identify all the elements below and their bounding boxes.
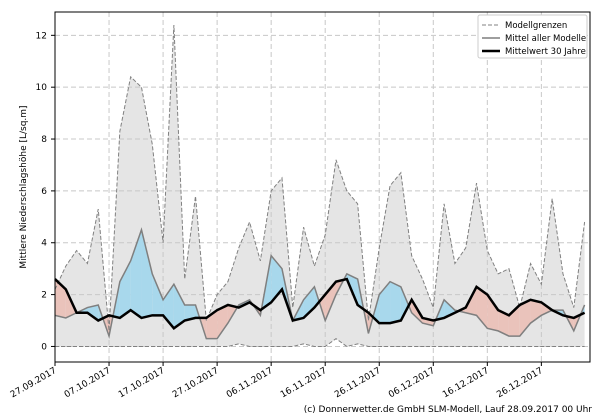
model-mean-line [54,227,586,340]
y-tick-label: 4 [41,239,47,249]
x-tick-label: 27.09.2017 [9,366,59,400]
above-normal-fill [130,229,142,318]
above-normal-fill [141,229,153,318]
legend-box [477,14,588,59]
y-axis-label: Mittlere Niederschlagshöhe [L/sq.m] [19,105,29,268]
x-tick-label: 26.12.2017 [495,366,545,400]
above-normal-fill [390,281,401,324]
y-tick-label: 6 [41,187,47,197]
x-tick-label: 17.10.2017 [117,366,167,400]
below-normal-fill [487,294,499,331]
above-normal-fill [152,273,164,316]
legend: Modellgrenzen Mittel aller Modelle Mittelw… [477,14,588,59]
plot-frame [54,11,591,363]
y-tick-label: 12 [36,31,47,41]
below-normal-fill [422,317,434,326]
above-normal-fill [87,304,99,321]
legend-label: Mittel aller Modelle [505,34,586,44]
model-envelope-area [55,24,585,347]
x-tick-label: 07.10.2017 [63,366,113,400]
below-normal-fill [498,310,509,337]
above-normal-fill [184,304,196,321]
above-normal-fill [303,286,315,318]
y-tick-label: 2 [41,291,47,301]
legend-label: Mittelwert 30 Jahre [505,47,586,57]
copyright-footer: (c) Donnerwetter.de GmbH SLM-Modell, Lau… [303,405,592,415]
x-tick-label: 16.11.2017 [279,366,329,400]
x-tick-label: 16.12.2017 [441,366,491,400]
above-normal-fill [400,286,409,321]
y-tick-label: 10 [36,83,48,93]
y-tick-label: 0 [41,342,47,352]
below-normal-fill [508,304,520,337]
x-tick-label: 27.10.2017 [171,366,221,400]
x-tick-label: 06.11.2017 [225,366,275,400]
upper-bound-line [54,24,586,331]
below-normal-fill [55,279,66,318]
y-tick-label: 8 [41,135,47,145]
below-normal-fill [217,304,228,339]
above-normal-fill [119,260,131,318]
x-tick-label: 06.12.2017 [387,366,437,400]
above-normal-fill [173,284,185,329]
legend-label: Modellgrenzen [505,21,567,31]
lower-bound-line [55,338,585,347]
climate-mean-line [54,277,586,330]
below-normal-fill [519,299,531,337]
x-tick-label: 26.11.2017 [333,366,383,400]
